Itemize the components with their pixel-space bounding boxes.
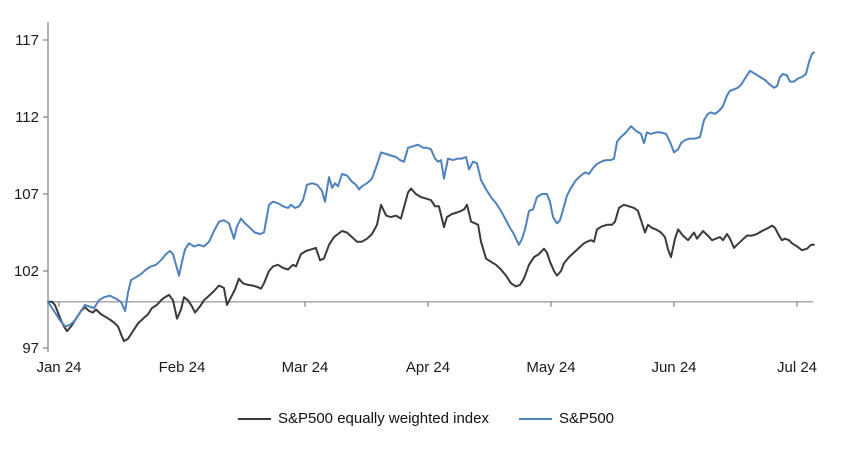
legend-line-swatch-equal-weight [237,417,271,420]
x-axis-tick-label: Jul 24 [777,359,817,376]
plot-area: 97 102 107 112 117 Jan 24 Feb 24 Mar 24 Apr 24 Ma… [14,22,817,376]
legend-item-equal-weight: S&P500 equally weighted index [237,410,489,427]
y-axis-tick-label: 117 [15,32,39,49]
legend-item-sp500: S&P500 [518,410,615,427]
y-axis-tick-label: 112 [15,109,39,126]
legend-label-equal-weight: S&P500 equally weighted index [277,410,489,427]
x-axis-tick-label: Mar 24 [282,359,329,376]
legend: S&P500 equally weighted index S&P500 [0,410,852,427]
legend-line-swatch-sp500 [518,417,552,420]
x-axis-tick-label: Jun 24 [651,359,696,376]
series-line-sp500-equal-weight [47,187,815,343]
x-axis-tick-label: Jan 24 [36,359,81,376]
x-axis-tick-label: Apr 24 [406,359,450,376]
y-axis-tick-label: 97 [22,340,39,357]
legend-label-sp500: S&P500 [558,410,615,427]
series-line-sp500 [47,51,815,328]
x-axis-tick-label: May 24 [526,359,575,376]
x-axis-tick-label: Feb 24 [159,359,206,376]
y-axis-tick-label: 107 [14,186,39,203]
y-axis-tick-label: 102 [14,263,39,280]
